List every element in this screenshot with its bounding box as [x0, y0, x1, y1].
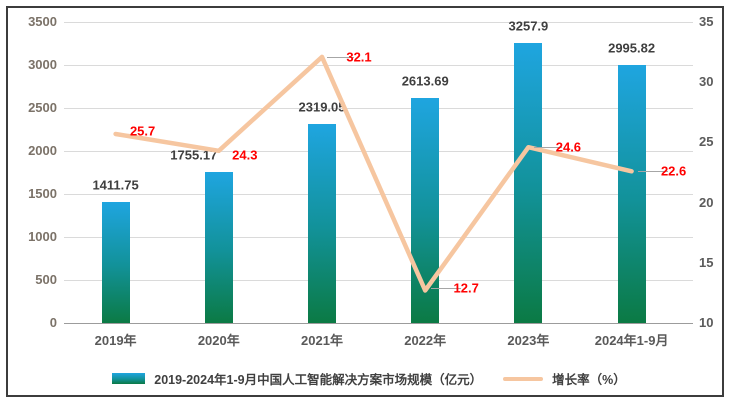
x-axis-category-label: 2021年: [301, 333, 343, 348]
line-series-legend-label: 增长率（%）: [552, 373, 626, 387]
left-axis-tick-label: 500: [35, 272, 57, 287]
line-value-label: 24.6: [555, 139, 582, 155]
bar-2024年1-9月: [617, 65, 646, 323]
line-value-label: 22.6: [660, 163, 687, 179]
label-leader-line: [637, 171, 668, 173]
x-axis-category-label: 2020年: [197, 333, 240, 348]
gridline: [64, 237, 693, 238]
left-axis-tick-label: 0: [49, 315, 57, 330]
line-value-label: 12.7: [453, 280, 479, 296]
bar-series-swatch-icon: [112, 373, 146, 384]
bar-2020年: [204, 172, 233, 323]
left-axis-tick-label: 3500: [28, 14, 57, 29]
bar-value-label: 2319.05: [298, 99, 346, 115]
line-series-swatch-icon: [503, 376, 544, 381]
bar-value-label: 1411.75: [92, 177, 139, 193]
gridline: [64, 65, 693, 66]
gridline: [64, 22, 693, 23]
bar-value-label: 2613.69: [401, 73, 449, 89]
right-axis-tick-label: 20: [699, 194, 714, 210]
right-axis-tick-label: 30: [699, 74, 714, 90]
right-axis-tick-label: 10: [699, 315, 714, 330]
left-axis-tick-label: 2000: [28, 143, 57, 158]
left-axis-tick-label: 2500: [28, 100, 57, 115]
x-axis-category-label: 2023年: [507, 333, 550, 348]
bar-2023年: [514, 42, 543, 323]
x-axis-category-label: 2022年: [404, 333, 447, 348]
bar-series-legend-label: 2019-2024年1-9月中国人工智能解决方案市场规模（亿元）: [154, 373, 483, 387]
line-value-label: 32.1: [346, 49, 372, 65]
left-axis-tick-label: 3000: [28, 57, 57, 72]
bar-2019年: [101, 201, 130, 323]
left-axis-tick-label: 1000: [28, 229, 57, 244]
bar-value-label: 1755.17: [170, 147, 218, 163]
line-value-label: 24.3: [232, 147, 258, 163]
x-axis-category-label: 2019年: [94, 333, 137, 348]
x-axis-line: [64, 323, 693, 324]
bar-2021年: [308, 123, 336, 323]
right-axis-tick-label: 15: [699, 254, 714, 270]
right-axis-tick-label: 35: [699, 14, 714, 29]
chart-frame: [6, 6, 724, 397]
gridline: [64, 151, 693, 152]
label-leader-line: [327, 56, 354, 58]
left-axis-tick-label: 1500: [28, 186, 57, 201]
line-value-label: 25.7: [129, 123, 156, 139]
bar-value-label: 3257.9: [508, 18, 549, 34]
gridline: [64, 280, 693, 281]
gridline: [64, 108, 693, 109]
gridline: [64, 194, 693, 195]
x-axis-category-label: 2024年1-9月: [594, 333, 669, 348]
right-axis-tick-label: 25: [699, 134, 714, 150]
chart-legend: 2019-2024年1-9月中国人工智能解决方案市场规模（亿元） 增长率（%）: [0, 369, 738, 388]
label-leader-line: [431, 288, 462, 290]
bar-value-label: 2995.82: [608, 40, 656, 56]
label-leader-line: [534, 147, 563, 149]
